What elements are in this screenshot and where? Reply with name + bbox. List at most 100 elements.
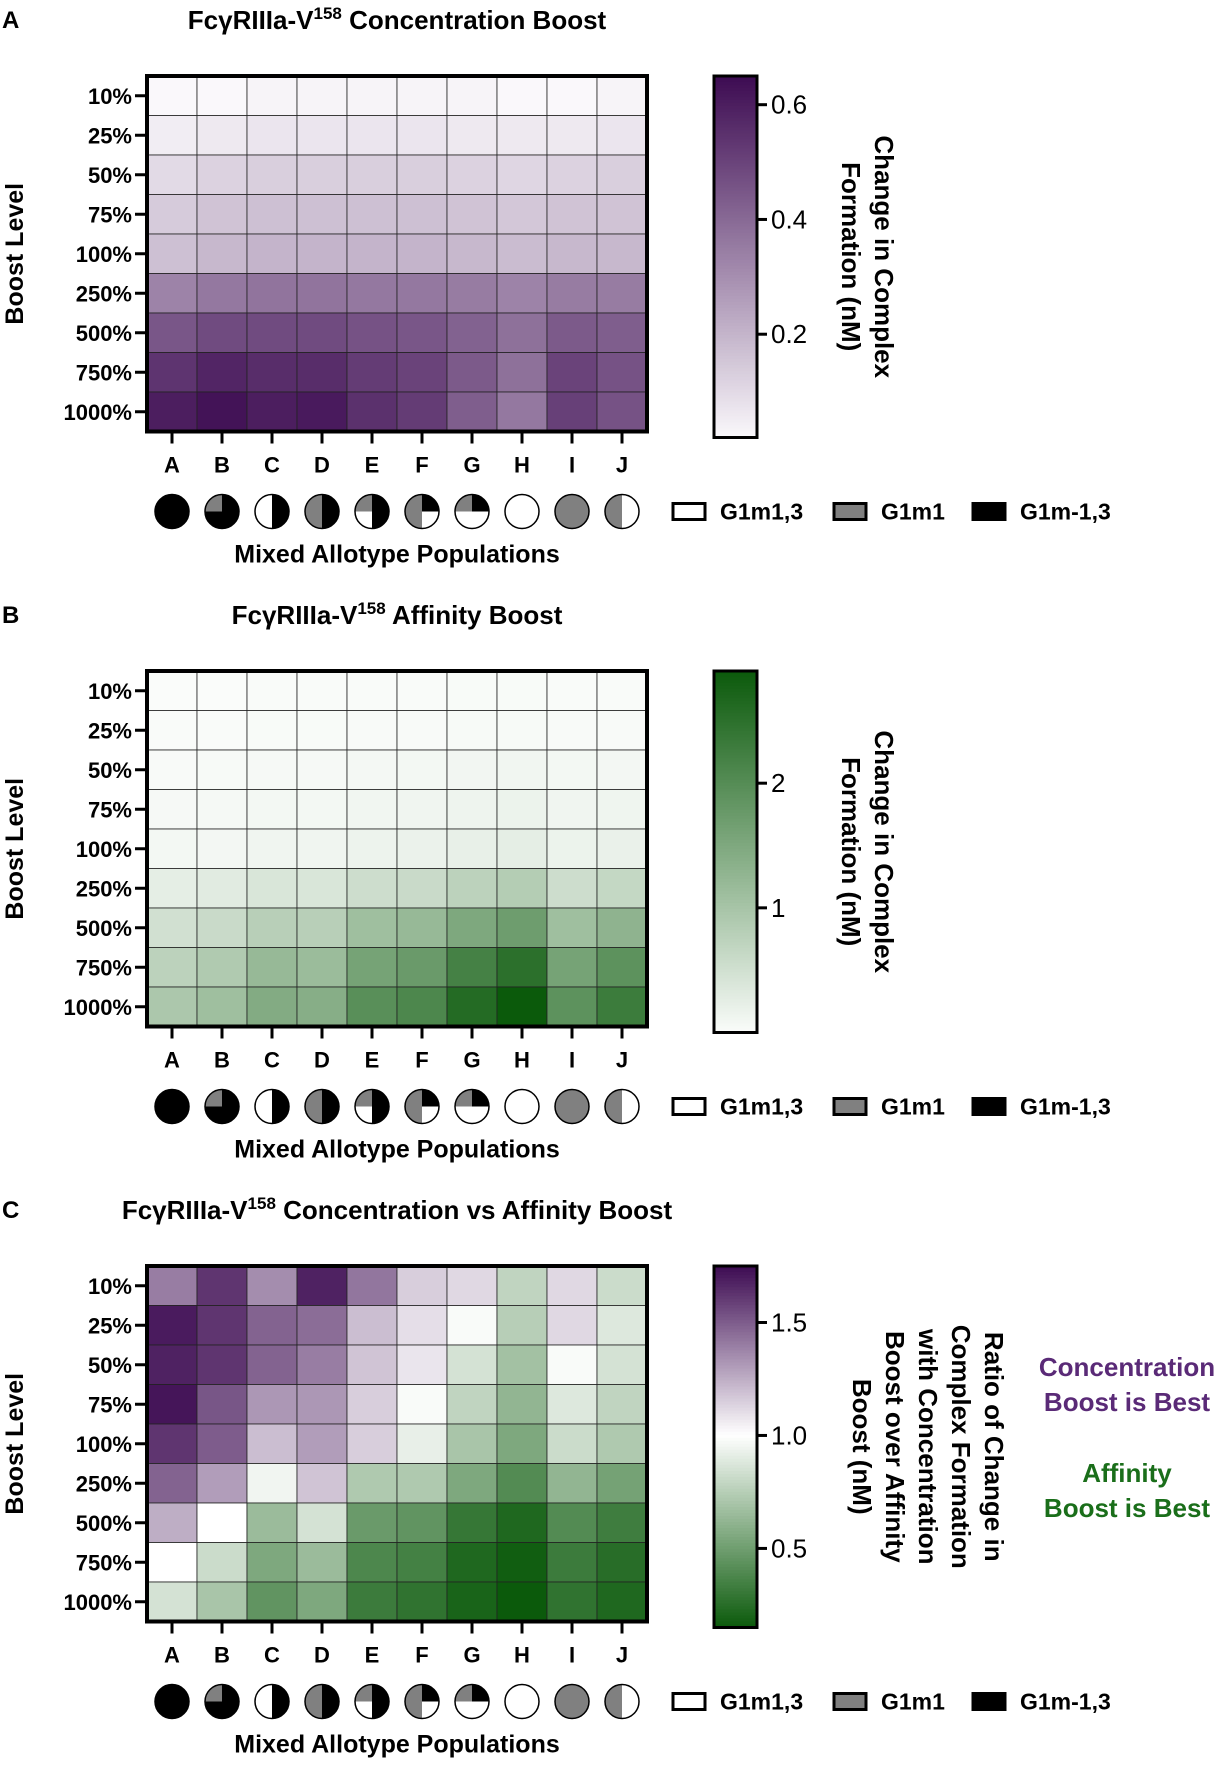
heatmap-cell <box>146 352 198 393</box>
colorbar-band <box>714 431 757 436</box>
colorbar-band <box>714 247 757 252</box>
heatmap-cell <box>146 789 198 830</box>
y-tick-label: 1000% <box>63 1590 132 1615</box>
colorbar-band <box>714 1600 757 1604</box>
pie-slice-g1m13 <box>455 1106 489 1124</box>
colorbar-band <box>714 863 757 868</box>
colorbar-band <box>714 365 757 369</box>
heatmap-cell <box>446 391 498 432</box>
colorbar-band <box>714 280 757 285</box>
heatmap-cell <box>446 868 498 909</box>
colorbar-band <box>714 1296 757 1300</box>
heatmap-cell <box>296 868 348 909</box>
colorbar-band <box>714 1383 757 1388</box>
colorbar-band <box>714 1500 757 1505</box>
legend-swatch-g1m1 <box>832 502 868 521</box>
colorbar-band <box>714 966 757 970</box>
heatmap-cell <box>246 273 298 314</box>
heatmap-cell <box>196 749 248 790</box>
colorbar-band <box>714 1287 757 1291</box>
colorbar-band <box>714 1359 757 1363</box>
colorbar-band <box>714 972 757 976</box>
heatmap-cell <box>446 710 498 751</box>
colorbar-band <box>714 1464 757 1469</box>
colorbar-band <box>714 1443 757 1448</box>
pie-outline <box>204 1683 240 1720</box>
heatmap-cell <box>596 1423 648 1464</box>
x-tick-label: J <box>616 1643 628 1668</box>
colorbar-band <box>714 85 757 89</box>
colorbar-band <box>714 1269 757 1273</box>
colorbar-band <box>714 960 757 964</box>
pie-slice-g1m13 <box>355 511 372 529</box>
heatmap-cell <box>146 907 198 948</box>
heatmap-cell <box>496 1265 548 1306</box>
heatmap-cell <box>596 273 648 314</box>
legend-label-g1m13: G1m1,3 <box>720 499 803 525</box>
colorbar-band <box>714 836 757 841</box>
colorbar-band <box>714 674 757 678</box>
colorbar-band <box>714 145 757 149</box>
colorbar-band <box>714 1005 757 1009</box>
x-tick-label: A <box>164 1048 180 1073</box>
colorbar-frame <box>712 1264 759 1629</box>
colorbar-band <box>714 1582 757 1586</box>
colorbar-band <box>714 1531 757 1535</box>
colorbar-band <box>714 707 757 711</box>
colorbar-band <box>714 362 757 366</box>
pie-outline <box>304 1088 340 1125</box>
legend-label-g1m1: G1m1 <box>881 1094 945 1120</box>
heatmap-cell <box>446 194 498 235</box>
allotype-pie-j <box>604 1088 640 1125</box>
heatmap-cell <box>546 273 598 314</box>
y-axis-title: Boost Level <box>1 183 29 325</box>
pie-slice-g1m1 <box>405 1089 422 1124</box>
colorbar-band <box>714 374 757 378</box>
colorbar-band <box>714 1395 757 1400</box>
colorbar-band <box>714 202 757 207</box>
colorbar-band <box>714 256 757 261</box>
colorbar-band <box>714 1401 757 1406</box>
heatmap-cell <box>396 194 448 235</box>
colorbar-band <box>714 776 757 781</box>
heatmap-cell <box>196 391 248 432</box>
heatmap-cell <box>146 947 198 988</box>
colorbar-band <box>714 990 757 994</box>
heatmap-cell <box>546 749 598 790</box>
heatmap-cell <box>546 194 598 235</box>
colorbar-band <box>714 734 757 738</box>
colorbar-band <box>714 809 757 814</box>
colorbar-band <box>714 800 757 805</box>
colorbar-band <box>714 1615 757 1620</box>
pie-outline <box>304 493 340 530</box>
heatmap-cell <box>596 154 648 195</box>
heatmap-cell <box>496 947 548 988</box>
pie-slice-g1m1 <box>555 1684 589 1719</box>
colorbar-band <box>714 235 757 240</box>
x-axis-title: Mixed Allotype Populations <box>234 541 560 569</box>
pie-slice-g1m13 <box>622 1089 639 1124</box>
colorbar-band <box>714 250 757 255</box>
heatmap-cell <box>446 75 498 116</box>
colorbar-band <box>714 1609 757 1614</box>
heatmap-cell <box>596 710 648 751</box>
colorbar-band <box>714 1413 757 1418</box>
title-main: FcγRIIIa-V <box>122 1195 248 1225</box>
y-tick-label: 1000% <box>63 400 132 425</box>
heatmap-cell <box>146 273 198 314</box>
colorbar-band <box>714 1461 757 1466</box>
colorbar-label-line: Boost over Affinity <box>880 1331 910 1563</box>
heatmap-cell <box>596 1502 648 1543</box>
heatmap-cell <box>446 670 498 711</box>
title-main: FcγRIIIa-V <box>232 600 358 630</box>
colorbar-band <box>714 1014 757 1019</box>
colorbar-band <box>714 1410 757 1415</box>
heatmap-cell <box>296 1344 348 1385</box>
allotype-pie-f <box>404 1683 440 1720</box>
legend-label-g1m13: G1m1,3 <box>720 1094 803 1120</box>
y-tick-label: 750% <box>76 360 132 385</box>
heatmap-cell <box>196 1265 248 1306</box>
colorbar-band <box>714 1392 757 1397</box>
pie-slice-g1mneg13 <box>155 494 189 529</box>
pie-slice-g1m1 <box>455 494 472 512</box>
